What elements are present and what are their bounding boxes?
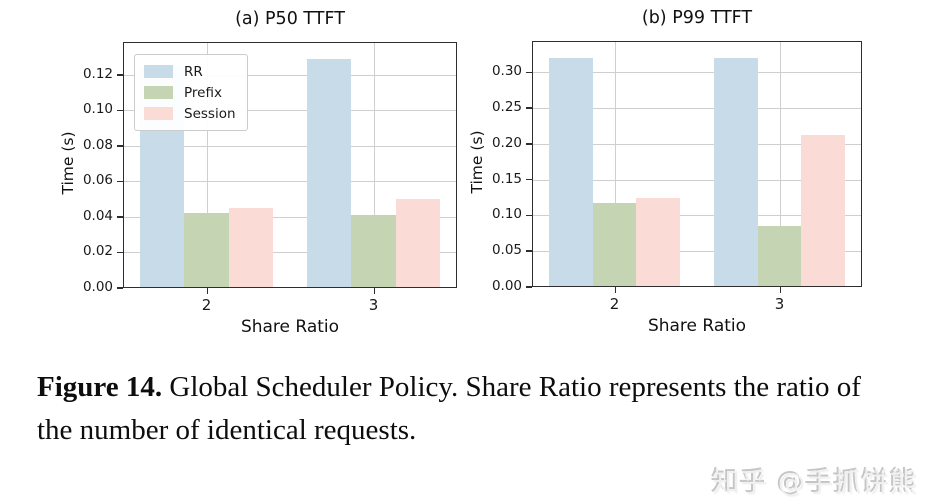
- y-tick-label-p99: 0.05: [491, 242, 522, 259]
- x-axis-label-p50: Share Ratio: [240, 317, 340, 337]
- y-tick-label-p50: 0.08: [82, 136, 113, 153]
- gridline-h-p50: [124, 252, 456, 254]
- gridline-h-p99: [533, 72, 861, 74]
- gridline-h-p50: [124, 216, 456, 218]
- y-tickmark-p50: [117, 180, 123, 183]
- bar-session-x3: [801, 134, 845, 286]
- legend-item-rr: RR: [144, 61, 236, 82]
- bar-session-x2: [636, 197, 680, 286]
- x-tick-label-p99: 2: [609, 295, 620, 313]
- legend-item-prefix: Prefix: [144, 82, 236, 103]
- y-tickmark-p50: [117, 74, 123, 76]
- bar-rr-x3: [307, 58, 352, 287]
- y-tick-label-p99: 0.10: [491, 206, 522, 223]
- bar-session-x2: [228, 208, 273, 287]
- y-tick-label-p50: 0.12: [82, 65, 113, 82]
- gridline-h-p99: [533, 179, 861, 181]
- gridline-v-p50: [206, 43, 208, 287]
- y-tickmark-p99: [526, 286, 532, 288]
- bar-prefix-x2: [184, 213, 229, 287]
- y-tick-label-p99: 0.25: [491, 99, 522, 116]
- y-tick-label-p99: 0.15: [491, 170, 522, 187]
- x-tick-label-p50: 2: [201, 296, 212, 314]
- y-axis-label-p99: Time (s): [468, 130, 486, 194]
- y-tickmark-p50: [117, 216, 123, 218]
- legend-p50: RR Prefix Session: [134, 54, 248, 131]
- gridline-v-p50: [373, 43, 375, 287]
- y-tick-label-p99: 0.30: [491, 63, 522, 80]
- x-tick-label-p99: 3: [774, 295, 785, 313]
- y-tickmark-p99: [526, 178, 532, 181]
- y-tickmark-p50: [117, 251, 123, 254]
- y-axis-label-p50: Time (s): [59, 131, 77, 195]
- legend-label-rr: RR: [184, 63, 203, 80]
- y-tickmark-p99: [526, 107, 532, 109]
- y-tick-label-p50: 0.04: [82, 207, 113, 224]
- x-tickmark-p99: [779, 287, 781, 293]
- legend-swatch-prefix: [144, 86, 173, 99]
- bar-prefix-x2: [592, 203, 637, 286]
- y-tickmark-p99: [526, 250, 532, 252]
- chart-title-p50: (a) P50 TTFT: [235, 9, 345, 29]
- gridline-h-p50: [124, 74, 456, 76]
- gridline-h-p99: [533, 215, 861, 217]
- x-tickmark-p99: [614, 287, 616, 293]
- y-tickmark-p99: [526, 143, 532, 145]
- gridline-h-p50: [124, 110, 456, 112]
- figure-caption-text: Global Scheduler Policy. Share Ratio rep…: [37, 371, 861, 446]
- gridline-v-p99: [779, 42, 781, 286]
- y-tick-label-p99: 0.00: [491, 278, 522, 294]
- legend-swatch-session: [144, 107, 173, 120]
- y-tick-label-p50: 0.02: [82, 243, 113, 260]
- bar-prefix-x3: [351, 215, 396, 287]
- bar-rr-x2: [549, 58, 593, 286]
- y-tick-label-p99: 0.20: [491, 134, 522, 151]
- y-tick-label-p50: 0.00: [82, 279, 113, 295]
- chart-title-p99: (b) P99 TTFT: [641, 8, 753, 28]
- legend-item-session: Session: [144, 103, 236, 124]
- plot-area-p99: [532, 41, 862, 287]
- bar-session-x3: [395, 199, 440, 287]
- x-tick-label-p50: 3: [368, 296, 379, 314]
- y-tickmark-p50: [117, 145, 123, 147]
- x-tickmark-p50: [206, 288, 208, 294]
- figure-caption-label: Figure 14.: [37, 371, 163, 403]
- bar-rr-x3: [714, 58, 758, 286]
- gridline-h-p99: [533, 251, 861, 253]
- y-tick-label-p50: 0.06: [82, 172, 113, 189]
- gridline-h-p99: [533, 143, 861, 145]
- x-axis-label-p99: Share Ratio: [647, 316, 747, 336]
- x-tickmark-p50: [373, 288, 375, 294]
- y-tickmark-p50: [117, 109, 123, 112]
- gridline-h-p99: [533, 108, 861, 110]
- bar-prefix-x3: [757, 225, 802, 286]
- gridline-h-p50: [124, 181, 456, 183]
- legend-label-session: Session: [184, 105, 236, 122]
- y-tick-label-p50: 0.10: [82, 101, 113, 118]
- figure-caption: Figure 14. Global Scheduler Policy. Shar…: [37, 366, 899, 452]
- y-tickmark-p50: [117, 287, 123, 289]
- y-tickmark-p99: [526, 71, 532, 74]
- gridline-h-p50: [124, 145, 456, 147]
- y-tickmark-p99: [526, 214, 532, 217]
- legend-swatch-rr: [144, 65, 173, 78]
- watermark: 知乎 @手抓饼熊: [712, 468, 918, 499]
- legend-label-prefix: Prefix: [184, 84, 222, 101]
- plot-area-p50: [123, 42, 457, 288]
- gridline-v-p99: [614, 42, 616, 286]
